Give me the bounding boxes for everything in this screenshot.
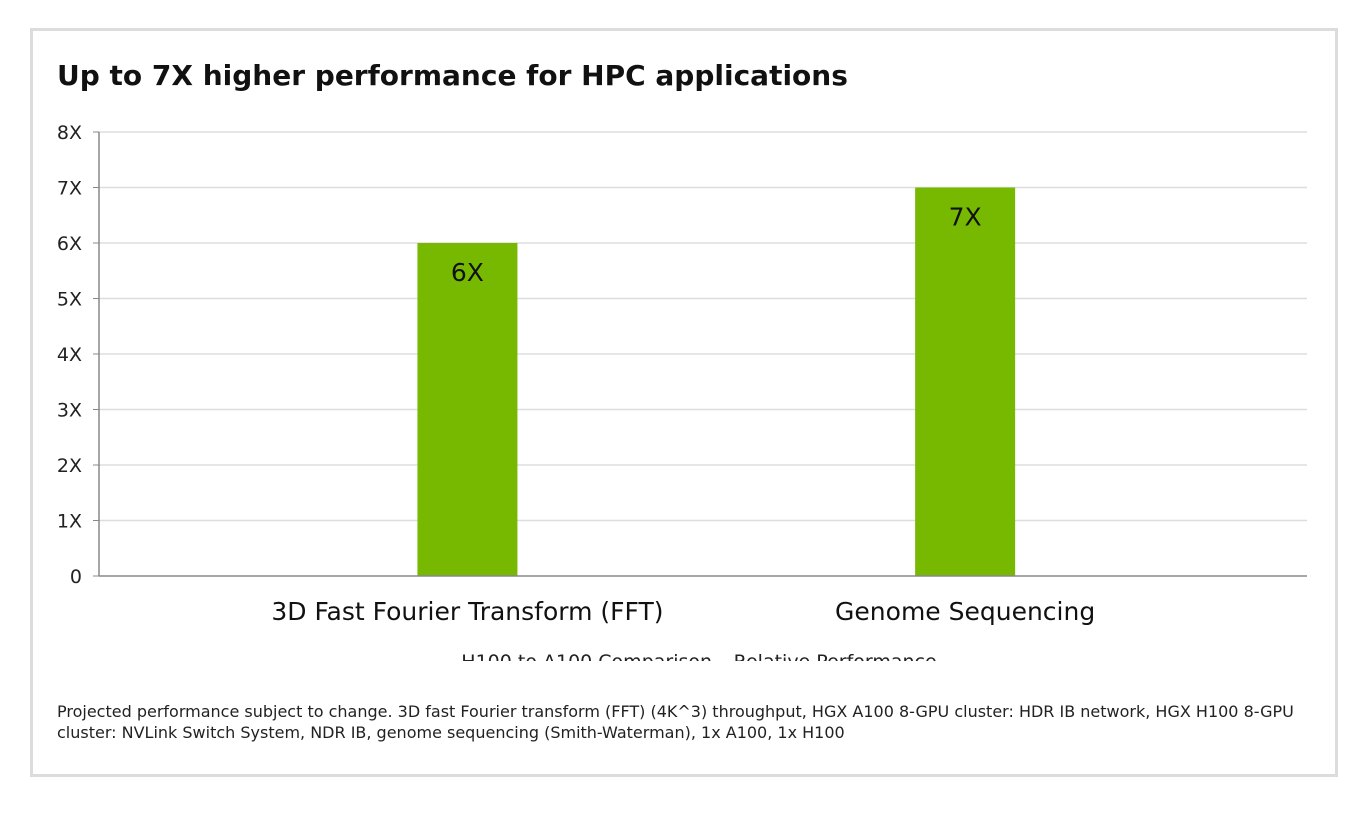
- y-tick-label: 0: [70, 566, 82, 588]
- y-tick-label: 8X: [57, 122, 82, 144]
- x-category-label: 3D Fast Fourier Transform (FFT): [271, 597, 663, 626]
- bar: [915, 187, 1016, 576]
- chart-card: Up to 7X higher performance for HPC appl…: [30, 28, 1338, 777]
- gridlines: [99, 131, 1307, 522]
- y-tick-label: 1X: [57, 511, 82, 533]
- bar-data-label: 6X: [451, 258, 484, 287]
- x-axis-categories: 3D Fast Fourier Transform (FFT) Genome Se…: [271, 597, 1095, 626]
- y-tick-label: 6X: [57, 233, 82, 255]
- y-tick-label: 3X: [57, 400, 82, 422]
- footnote: Projected performance subject to change.…: [57, 702, 1294, 742]
- y-tick-label: 4X: [57, 344, 82, 366]
- axes: [98, 132, 1307, 577]
- bar-data-label: 7X: [949, 203, 982, 232]
- y-tick-label: 7X: [57, 178, 82, 200]
- bars: 6X 7X: [417, 187, 1016, 576]
- x-axis-title: H100 to A100 Comparison – Relative Perfo…: [461, 651, 936, 661]
- chart-title: Up to 7X higher performance for HPC appl…: [57, 59, 848, 92]
- x-category-label: Genome Sequencing: [835, 597, 1095, 626]
- y-tick-label: 5X: [57, 289, 82, 311]
- bar-chart: 0 1X 2X 3X 4X 5X 6X 7X 8X 6X 7X 3D Fast Fourier T…: [57, 122, 1307, 661]
- y-tick-label: 2X: [57, 455, 82, 477]
- y-axis-ticks: 0 1X 2X 3X 4X 5X 6X 7X 8X: [57, 122, 99, 588]
- bar: [417, 243, 518, 576]
